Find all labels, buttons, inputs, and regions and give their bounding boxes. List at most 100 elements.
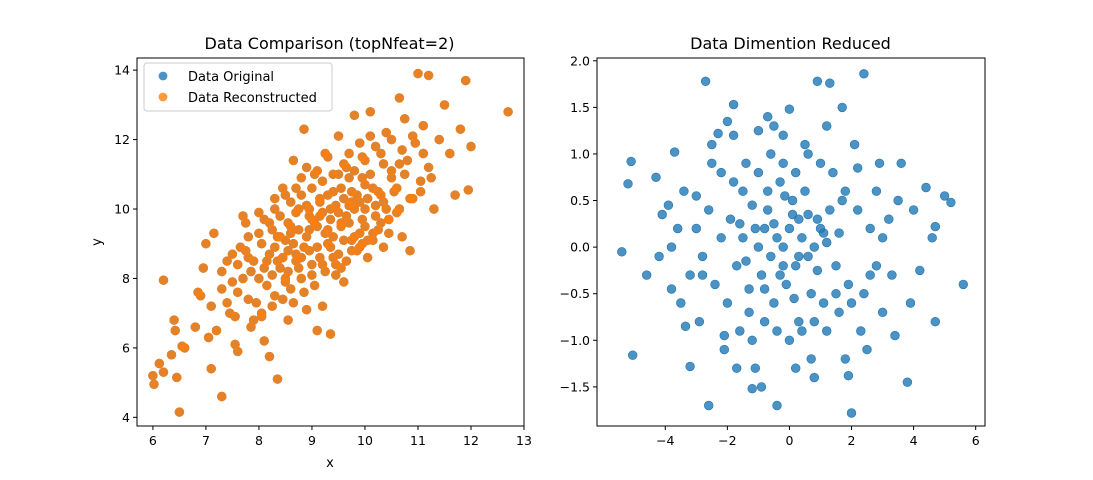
data-point [865, 270, 875, 280]
x-tick-label: 6 [972, 433, 980, 448]
data-point-reconstructed [328, 232, 338, 242]
data-point [731, 363, 742, 373]
data-point-reconstructed [272, 256, 283, 266]
data-point [865, 223, 875, 234]
data-point [691, 191, 701, 201]
data-point-reconstructed [283, 218, 293, 228]
x-tick-label: 9 [308, 433, 316, 448]
data-point-reconstructed [267, 301, 277, 311]
data-point-reconstructed [408, 131, 418, 141]
x-tick-label: 7 [202, 433, 210, 448]
data-point-reconstructed [368, 228, 378, 239]
data-point-reconstructed [450, 190, 460, 200]
data-point-reconstructed [503, 107, 513, 117]
data-point [877, 233, 888, 243]
data-point-reconstructed [254, 273, 264, 284]
data-point [809, 372, 819, 383]
data-point [852, 163, 863, 173]
data-point-reconstructed [466, 141, 476, 152]
data-point [657, 209, 667, 220]
data-point-reconstructed [394, 93, 405, 103]
data-point [691, 223, 701, 234]
data-point [837, 102, 847, 113]
data-point-reconstructed [233, 346, 243, 357]
y-tick-label: 6 [122, 340, 130, 355]
data-point-reconstructed [339, 277, 349, 287]
data-point-reconstructed [312, 166, 322, 176]
data-point-reconstructed [264, 249, 275, 259]
data-point-reconstructed [227, 277, 238, 287]
data-point [685, 361, 695, 372]
y-tick-label: −1.5 [560, 379, 590, 394]
data-point-reconstructed [195, 291, 206, 301]
data-point [778, 158, 788, 169]
chart-left-xlabel: x [326, 456, 334, 471]
data-point [908, 205, 919, 215]
data-point-reconstructed [333, 131, 344, 141]
data-point [809, 242, 819, 252]
data-point [759, 223, 770, 234]
data-point [697, 270, 708, 280]
data-point [766, 149, 776, 159]
data-point [821, 237, 832, 248]
data-point-reconstructed [336, 263, 346, 273]
data-point-reconstructed [362, 193, 373, 204]
x-tick-label: 6 [149, 433, 157, 448]
data-point [722, 298, 733, 308]
y-tick-label: −1.0 [560, 333, 590, 348]
data-point-reconstructed [264, 351, 275, 362]
data-point-reconstructed [386, 173, 397, 183]
data-point-reconstructed [294, 225, 304, 235]
data-point-reconstructed [301, 162, 312, 173]
data-point [797, 326, 807, 336]
data-point-reconstructed [270, 242, 280, 252]
data-point-reconstructed [360, 155, 370, 166]
data-point [821, 326, 832, 336]
data-point [738, 233, 748, 243]
data-point-reconstructed [418, 120, 428, 131]
data-point [831, 289, 841, 299]
data-point [790, 167, 801, 178]
data-point [762, 205, 773, 215]
data-point-reconstructed [286, 228, 296, 239]
data-point-reconstructed [365, 169, 375, 180]
data-point-reconstructed [283, 266, 293, 277]
data-point [769, 298, 779, 308]
data-point [728, 177, 739, 187]
chart-right-frame [596, 57, 986, 427]
data-point-reconstructed [349, 110, 360, 121]
data-point [627, 350, 638, 360]
data-point-reconstructed [169, 315, 179, 325]
y-tick-label: 14 [114, 63, 130, 78]
data-point-reconstructed [166, 350, 177, 360]
data-point-reconstructed [227, 249, 238, 259]
data-point-reconstructed [405, 246, 415, 256]
data-point [666, 242, 677, 252]
data-point-reconstructed [325, 242, 336, 252]
data-point [930, 317, 940, 327]
data-point [874, 158, 885, 169]
data-point-reconstructed [323, 190, 333, 200]
data-point-reconstructed [296, 173, 306, 183]
data-point-reconstructed [415, 176, 426, 186]
data-point [669, 147, 680, 157]
data-point [846, 298, 857, 308]
data-point [713, 128, 723, 139]
data-point-reconstructed [381, 127, 391, 138]
data-point [728, 99, 739, 110]
x-tick-label: 8 [255, 433, 263, 448]
data-point [803, 209, 813, 220]
data-point [787, 209, 798, 220]
data-point [958, 279, 968, 290]
data-point [825, 78, 835, 88]
data-point-reconstructed [445, 148, 455, 159]
data-point-reconstructed [307, 259, 317, 270]
data-point [772, 233, 782, 243]
data-point [806, 289, 816, 299]
data-point-reconstructed [402, 155, 413, 166]
chart-right-points [617, 69, 968, 418]
data-point-reconstructed [323, 152, 333, 162]
data-point [716, 167, 726, 178]
data-point [626, 156, 636, 167]
data-point-reconstructed [259, 214, 269, 225]
